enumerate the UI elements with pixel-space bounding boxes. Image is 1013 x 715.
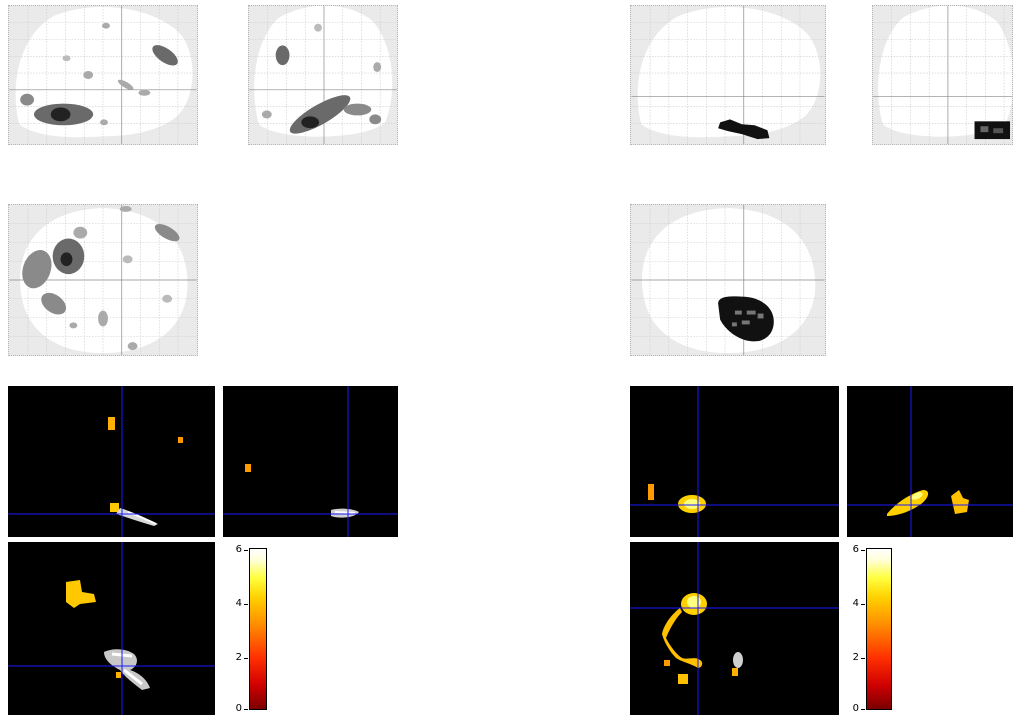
glass-brain-axial-left [8,204,198,356]
colorbar-left-tickmark-4 [244,604,248,605]
slice-sagittal-right-graphic [630,386,839,537]
glass-brain-coronal-left-graphic [249,6,397,144]
colorbar-right-tickmark-0 [861,709,865,710]
colorbar-right [866,548,892,710]
glass-brain-sagittal-right [630,5,826,145]
colorbar-right-tick-0: 0 [852,703,859,714]
slice-coronal-left[interactable] [223,386,398,537]
glass-brain-coronal-left [248,5,398,145]
glass-brain-sagittal-left-graphic [9,6,197,144]
colorbar-left-tickmark-0 [244,709,248,710]
slice-coronal-right-graphic [847,386,1013,537]
slice-sagittal-right[interactable] [630,386,839,537]
slice-sagittal-left-graphic [8,386,215,537]
colorbar-left [249,548,267,710]
glass-brain-axial-right [630,204,826,356]
glass-brain-axial-right-graphic [631,205,825,355]
colorbar-right-tickmark-2 [861,658,865,659]
colorbar-right-tick-2: 2 [852,652,859,663]
glass-brain-coronal-right [872,5,1013,145]
colorbar-right-tickmark-4 [861,604,865,605]
glass-brain-axial-left-graphic [9,205,197,355]
colorbar-left-tick-0: 0 [235,703,242,714]
glass-brain-sagittal-left [8,5,198,145]
slice-coronal-left-graphic [223,386,398,537]
colorbar-left-tickmark-2 [244,658,248,659]
colorbar-left-tick-2: 2 [235,652,242,663]
colorbar-left-tickmark-6 [244,550,248,551]
slice-sagittal-left[interactable] [8,386,215,537]
slice-axial-left-graphic [8,542,215,715]
slice-coronal-right[interactable] [847,386,1013,537]
colorbar-left-tick-4: 4 [235,598,242,609]
colorbar-right-tick-4: 4 [852,598,859,609]
slice-axial-left[interactable] [8,542,215,715]
slice-axial-right[interactable] [630,542,839,715]
glass-brain-sagittal-right-graphic [631,6,825,144]
slice-axial-right-graphic [630,542,839,715]
colorbar-left-tick-6: 6 [235,544,242,555]
colorbar-right-tick-6: 6 [852,544,859,555]
glass-brain-coronal-right-graphic [873,6,1012,144]
colorbar-right-tickmark-6 [861,550,865,551]
